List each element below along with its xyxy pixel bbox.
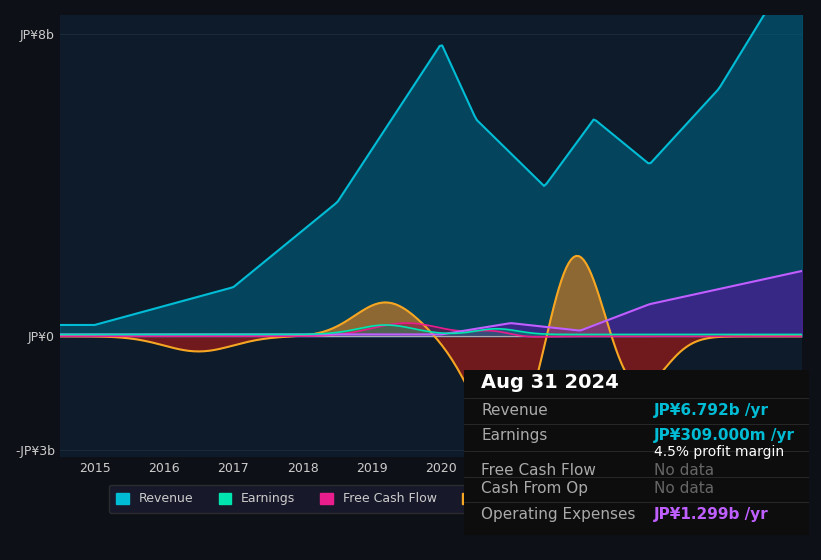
Text: JP¥1.299b /yr: JP¥1.299b /yr <box>654 507 768 522</box>
Text: Earnings: Earnings <box>481 428 548 443</box>
Text: Aug 31 2024: Aug 31 2024 <box>481 374 619 393</box>
Text: Revenue: Revenue <box>481 403 548 418</box>
Text: No data: No data <box>654 463 713 478</box>
Text: No data: No data <box>654 481 713 496</box>
Legend: Revenue, Earnings, Free Cash Flow, Cash From Op, Operating Expenses: Revenue, Earnings, Free Cash Flow, Cash … <box>109 485 753 513</box>
Text: Operating Expenses: Operating Expenses <box>481 507 635 522</box>
Text: JP¥6.792b /yr: JP¥6.792b /yr <box>654 403 768 418</box>
Text: 4.5% profit margin: 4.5% profit margin <box>654 445 783 459</box>
Text: JP¥309.000m /yr: JP¥309.000m /yr <box>654 428 795 443</box>
Text: Cash From Op: Cash From Op <box>481 481 588 496</box>
Text: Free Cash Flow: Free Cash Flow <box>481 463 596 478</box>
